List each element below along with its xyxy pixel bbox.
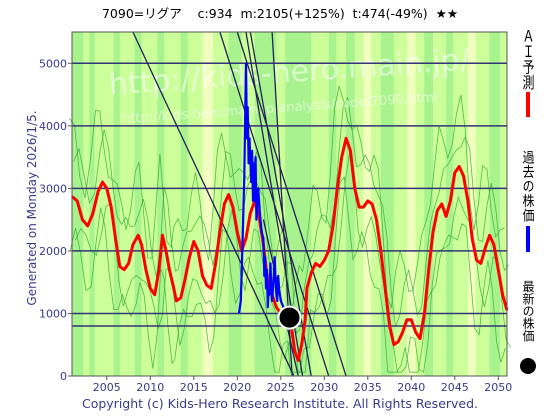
background-band — [180, 32, 188, 376]
x-tick-label: 2010 — [136, 381, 164, 394]
x-tick-label: 2005 — [93, 381, 121, 394]
x-tick-label: 2020 — [223, 381, 251, 394]
legend-label: ＡＩ予測 — [521, 28, 535, 91]
y-tick-label: 1000 — [39, 307, 67, 320]
trend-line — [132, 32, 295, 376]
x-axis: 2005 2010 2015 2020 2025 2030 2035 2040 2045 2050 — [93, 376, 512, 394]
background-bands — [72, 32, 507, 376]
chart-title: 7090=リグア c:934 m:2105(+125%) t:474(-49%)… — [101, 6, 459, 21]
y-tick-label: 4000 — [39, 120, 67, 133]
x-tick-label: 2040 — [397, 381, 425, 394]
background-band — [467, 32, 476, 376]
background-band — [157, 32, 165, 376]
y-tick-label: 0 — [60, 370, 67, 383]
copyright-footer: Copyright (c) Kids-Hero Research Institu… — [81, 396, 479, 411]
series-lines — [71, 62, 509, 362]
y-tick-label: 5000 — [39, 57, 67, 70]
background-band — [228, 32, 242, 376]
background-band — [380, 32, 394, 376]
background-band — [328, 32, 337, 376]
x-tick-label: 2045 — [441, 381, 469, 394]
x-tick-label: 2025 — [267, 381, 295, 394]
background-band — [406, 32, 416, 376]
background-band — [89, 32, 95, 376]
x-tick-label: 2035 — [354, 381, 382, 394]
latest-price-marker — [277, 305, 302, 330]
legend-label: 過去の株価 — [521, 149, 535, 222]
x-tick-label: 2050 — [484, 381, 512, 394]
y-axis: 0 1000 2000 3000 4000 5000 — [39, 57, 72, 383]
background-band — [346, 32, 355, 376]
background-band — [202, 32, 213, 376]
background-band — [134, 32, 142, 376]
ai-forecast-line — [71, 136, 509, 362]
plot-frame — [71, 31, 508, 377]
envelope-line — [69, 176, 506, 373]
y-tick-label: 2000 — [39, 245, 67, 258]
background-band — [424, 32, 434, 376]
envelope-line — [69, 85, 505, 311]
legend-dot-marker — [520, 358, 536, 374]
legend-label: 最新の株価 — [521, 280, 535, 342]
background-band — [113, 32, 120, 376]
x-tick-label: 2030 — [310, 381, 338, 394]
x-tick-label: 2015 — [180, 381, 208, 394]
y-tick-label: 3000 — [39, 182, 67, 195]
latest-price-dot — [277, 305, 302, 330]
past-price-line — [237, 62, 291, 319]
